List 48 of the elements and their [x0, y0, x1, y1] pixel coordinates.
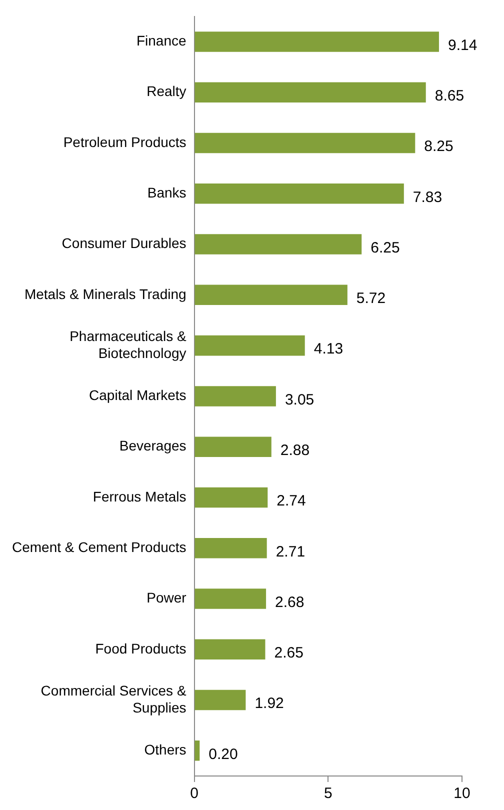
bar	[194, 335, 305, 356]
bar	[194, 538, 267, 558]
y-tick-label: Pharmaceuticals & Biotechnology	[70, 328, 187, 361]
y-tick-label: Beverages	[119, 438, 186, 454]
y-tick-label: Power	[146, 590, 187, 606]
x-tick-label: 5	[324, 785, 332, 802]
y-tick-label: Consumer Durables	[62, 235, 186, 252]
data-label: 0.20	[208, 746, 238, 763]
y-tick-label: Realty	[146, 83, 186, 100]
bar	[194, 82, 426, 102]
bar	[194, 32, 439, 52]
x-tick-label: 10	[454, 785, 470, 802]
y-tick-label: Metals & Minerals Trading	[24, 286, 186, 302]
bar	[194, 234, 362, 254]
data-label: 2.88	[280, 442, 310, 459]
data-label: 2.65	[274, 644, 304, 662]
data-label: 7.83	[412, 188, 442, 206]
y-tick-label: Capital Markets	[89, 387, 186, 404]
bar	[194, 436, 272, 457]
x-tick-label: 0	[190, 785, 198, 802]
bar	[194, 386, 276, 406]
data-label: 9.14	[448, 36, 478, 54]
y-tick-label: Others	[144, 742, 186, 758]
bar	[194, 639, 266, 660]
bar	[194, 132, 416, 154]
bar	[194, 284, 348, 306]
bar	[194, 588, 266, 609]
y-tick-label: Cement & Cement Products	[12, 538, 186, 555]
bar	[194, 487, 268, 508]
data-label: 8.65	[434, 88, 464, 104]
data-label: 2.74	[276, 492, 306, 510]
data-label: 6.25	[370, 239, 400, 256]
bar	[194, 740, 200, 761]
y-tick-label: Finance	[136, 32, 187, 49]
data-label: 4.13	[314, 340, 344, 358]
y-tick-label: Banks	[147, 184, 186, 200]
data-label: 8.25	[424, 138, 454, 156]
y-tick-label: Petroleum Products	[63, 134, 186, 150]
data-label: 5.72	[356, 290, 386, 308]
y-tick-label: Food Products	[95, 640, 186, 656]
data-label: 2.68	[275, 594, 304, 611]
data-label: 3.05	[284, 391, 314, 408]
y-tick-label: Ferrous Metals	[92, 488, 186, 504]
bar	[194, 690, 246, 710]
data-label: 1.92	[254, 695, 284, 712]
data-label: 2.71	[276, 543, 306, 560]
bar	[194, 184, 404, 204]
y-tick-label: Commercial Services & Supplies	[40, 682, 187, 716]
